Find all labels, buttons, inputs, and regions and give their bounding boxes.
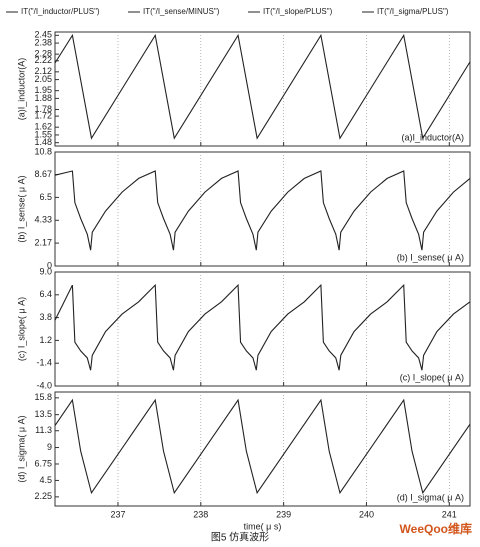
y-tick-label: 9 — [47, 442, 52, 452]
plot-frame — [54, 391, 471, 507]
y-tick-label: 11.3 — [35, 425, 52, 435]
x-tick-label: 237 — [110, 509, 125, 519]
y-tick-label: 2.25 — [34, 491, 52, 501]
waveform — [54, 170, 471, 251]
y-tick-label: 2.22 — [34, 55, 52, 65]
y-tick-label: -1.4 — [36, 358, 52, 368]
plot-frame — [54, 271, 471, 387]
y-tick-label: 15.8 — [34, 392, 52, 402]
legend-label: IT("/I_slope/PLUS") — [263, 7, 333, 16]
y-tick-label: 2.17 — [34, 237, 52, 247]
y-tick-label: 2.38 — [34, 37, 52, 47]
y-tick-label: 6.4 — [39, 289, 52, 299]
caption: 图5 仿真波形 — [211, 531, 269, 544]
y-tick-label: 1.88 — [34, 93, 52, 103]
y-axis-label: (a)I_inductor(A) — [16, 58, 26, 121]
y-axis-label: (d) I_sigma( μ A) — [16, 415, 26, 482]
plot-frame — [54, 31, 471, 147]
plot-frame — [54, 151, 471, 267]
legend-label: IT("/I_sigma/PLUS") — [377, 7, 449, 16]
x-tick-label: 241 — [442, 509, 457, 519]
y-tick-label: -4.0 — [36, 380, 52, 390]
y-tick-label: 1.72 — [34, 110, 52, 120]
waveform — [54, 398, 471, 495]
x-tick-label: 238 — [193, 509, 208, 519]
y-tick-label: 1.2 — [39, 335, 52, 345]
x-tick-label: 240 — [359, 509, 374, 519]
y-axis-label: (c) I_slope( μ A) — [16, 297, 26, 361]
y-tick-label: 8.67 — [34, 169, 52, 179]
annotation: (d) I_sigma( μ A) — [397, 492, 464, 502]
y-tick-label: 6.5 — [39, 192, 52, 202]
y-tick-label: 2.28 — [34, 49, 52, 59]
annotation: (c) I_slope( μ A) — [400, 372, 464, 382]
waveform — [54, 283, 471, 371]
y-tick-label: 4.5 — [39, 475, 52, 485]
annotation: (b) I_sense( μ A) — [397, 252, 464, 262]
y-tick-label: 1.48 — [34, 137, 52, 147]
y-tick-label: 13.5 — [34, 409, 52, 419]
y-tick-label: 2.45 — [34, 30, 52, 40]
y-tick-label: 1.95 — [34, 85, 52, 95]
y-tick-label: 1.78 — [34, 104, 52, 114]
y-tick-label: 1.62 — [34, 122, 52, 132]
y-tick-label: 4.33 — [34, 215, 52, 225]
annotation: (a)I_inductor(A) — [401, 132, 464, 142]
watermark: WeeQoo维库 — [400, 521, 472, 536]
x-axis-label: time( μ s) — [244, 521, 282, 531]
y-tick-label: 1.55 — [34, 129, 52, 139]
y-tick-label: 0 — [47, 260, 52, 270]
legend-label: IT("/I_inductor/PLUS") — [21, 7, 100, 16]
y-axis-label: (b) I_sense( μ A) — [16, 175, 26, 242]
y-tick-label: 2.05 — [34, 74, 52, 84]
y-tick-label: 2.12 — [34, 66, 52, 76]
x-tick-label: 239 — [276, 509, 291, 519]
y-tick-label: 3.8 — [39, 312, 52, 322]
y-tick-label: 9.0 — [39, 266, 52, 276]
legend-label: IT("/I_sense/MINUS") — [143, 7, 220, 16]
y-tick-label: 10.8 — [34, 146, 52, 156]
y-tick-label: 6.75 — [34, 458, 52, 468]
waveform — [54, 33, 471, 140]
